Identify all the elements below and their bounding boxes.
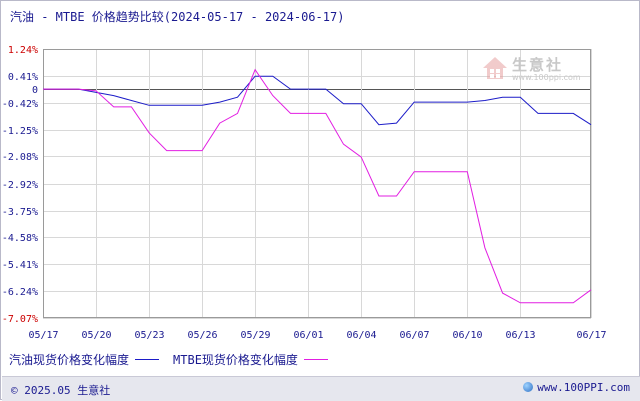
y-tick-label: -0.42%: [2, 99, 38, 110]
globe-icon: [523, 382, 534, 392]
x-tick-label: 06/04: [346, 330, 376, 341]
footer-url-text: www.100PPI.com: [537, 381, 630, 394]
x-tick-label: 06/13: [505, 330, 535, 341]
legend-label-mtbe: MTBE现货价格变化幅度: [173, 352, 298, 367]
x-tick-label: 06/07: [399, 330, 429, 341]
chart-legend: 汽油现货价格变化幅度 MTBE现货价格变化幅度: [9, 350, 342, 368]
y-tick-label: -4.58%: [2, 233, 38, 244]
footer-bar: © 2025.05 生意社 www.100PPI.com: [2, 376, 640, 401]
watermark-url: www.100ppi.com: [512, 73, 581, 82]
y-tick-label: 0: [32, 85, 38, 96]
tick-label-layer: 1.24% 0.41% 0 -0.42% -1.25% -2.08% -2.92% -3.75…: [2, 45, 607, 341]
legend-swatch-mtbe: [303, 358, 328, 360]
plot-border: [43, 49, 591, 318]
x-tick-label: 05/29: [240, 330, 270, 341]
y-tick-label: -3.75%: [2, 207, 38, 218]
y-tick-label: -5.41%: [2, 260, 38, 271]
x-tick-label: 06/01: [293, 330, 323, 341]
x-tick-label: 06/17: [576, 330, 606, 341]
axis-layer: [43, 49, 591, 318]
y-tick-label: -1.25%: [2, 126, 38, 137]
y-tick-label: 1.24%: [8, 45, 38, 56]
house-logo-icon: [483, 57, 507, 79]
legend-label-gasoline: 汽油现货价格变化幅度: [9, 352, 130, 367]
series-layer: [43, 68, 592, 304]
y-tick-label: -2.92%: [2, 180, 38, 191]
x-tick-label: 06/10: [452, 330, 482, 341]
watermark-logo: 生意社 www.100ppi.com: [482, 53, 581, 85]
series-line-mtbe: [43, 68, 592, 304]
y-tick-label: -2.08%: [2, 152, 38, 163]
x-tick-label: 05/23: [134, 330, 164, 341]
chart-title: 汽油 - MTBE 价格趋势比较(2024-05-17 - 2024-06-17…: [10, 10, 345, 24]
x-tick-label: 05/26: [187, 330, 217, 341]
grid-layer: [43, 49, 592, 319]
x-tick-label: 05/17: [28, 330, 58, 341]
y-tick-label: 0.41%: [8, 72, 38, 83]
series-line-gasoline: [43, 75, 592, 126]
footer-copyright: © 2025.05 生意社: [11, 384, 111, 397]
legend-swatch-gasoline: [135, 358, 160, 360]
watermark-text: 生意社: [512, 56, 564, 74]
y-tick-label: -7.07%: [2, 314, 38, 325]
footer-link[interactable]: www.100PPI.com: [523, 381, 630, 394]
x-tick-label: 05/20: [81, 330, 111, 341]
y-tick-label: -6.24%: [2, 287, 38, 298]
